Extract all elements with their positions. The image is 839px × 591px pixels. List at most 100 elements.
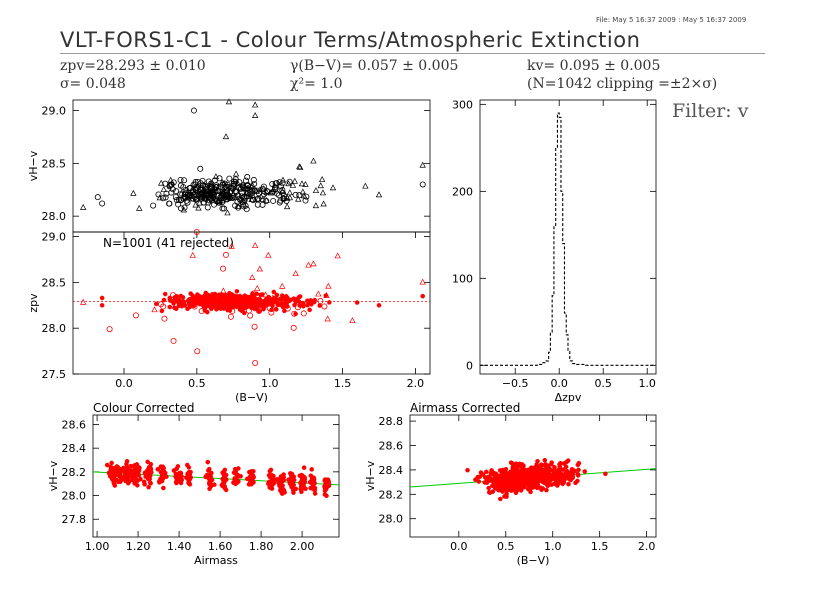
data-point <box>279 282 286 289</box>
data-point <box>184 199 191 206</box>
data-point <box>232 193 240 200</box>
data-point <box>80 298 87 305</box>
data-point <box>279 187 286 194</box>
x-tick-label: 2.0 <box>407 377 425 390</box>
data-point <box>268 309 275 316</box>
data-point <box>521 484 527 490</box>
data-point <box>209 294 216 301</box>
data-point <box>280 483 285 488</box>
data-point <box>260 185 267 192</box>
data-point <box>536 471 542 476</box>
data-point <box>375 191 383 198</box>
y-tick-label: 28.0 <box>42 210 67 223</box>
y-tick-label: 300 <box>452 98 473 111</box>
data-series <box>73 228 430 367</box>
data-point <box>491 483 497 489</box>
series-points <box>465 457 608 502</box>
data-point <box>542 457 548 463</box>
data-point <box>217 190 225 197</box>
data-point <box>273 180 280 187</box>
x-tick-label: 1.5 <box>334 377 352 390</box>
data-point <box>561 476 566 482</box>
plot-frame <box>72 231 431 375</box>
data-point <box>166 200 173 207</box>
data-point <box>117 467 123 472</box>
data-point <box>244 184 251 191</box>
data-point <box>219 197 226 204</box>
data-point <box>112 472 117 478</box>
data-point <box>506 487 512 493</box>
data-point <box>529 479 534 484</box>
data-point <box>324 315 331 322</box>
data-point <box>238 300 244 306</box>
data-point <box>216 303 222 309</box>
data-point <box>302 479 308 485</box>
data-point <box>539 487 544 493</box>
y-tick-label: 28.0 <box>379 513 404 526</box>
data-point <box>283 300 289 305</box>
data-point <box>155 466 161 472</box>
y-tick-label: 28.2 <box>62 466 87 479</box>
data-point <box>203 474 208 480</box>
data-point <box>209 478 214 483</box>
data-point <box>256 265 263 272</box>
data-point <box>222 467 228 473</box>
data-point <box>220 194 227 201</box>
data-point <box>220 483 225 489</box>
data-point <box>541 474 546 479</box>
data-point <box>492 473 497 478</box>
data-point <box>465 467 470 473</box>
y-tick-label: 28.2 <box>379 488 404 501</box>
data-point <box>220 179 228 186</box>
data-point <box>419 278 426 285</box>
plot-frame <box>92 414 340 538</box>
x-axis-label: Δzpv <box>555 391 582 404</box>
series-points <box>153 289 332 317</box>
data-point <box>231 302 238 309</box>
data-point <box>229 308 236 315</box>
data-point <box>296 163 303 170</box>
data-point <box>178 476 183 482</box>
data-point <box>199 295 204 300</box>
data-point <box>317 182 324 189</box>
data-point <box>132 463 137 468</box>
data-point <box>124 464 130 470</box>
data-point <box>245 307 252 314</box>
data-point <box>188 469 193 475</box>
data-point <box>298 180 306 187</box>
data-point <box>563 464 569 470</box>
x-tick-label: −0.5 <box>502 377 529 390</box>
data-point <box>295 195 302 202</box>
data-point <box>556 471 561 476</box>
data-point <box>557 467 563 472</box>
data-point <box>222 474 228 479</box>
data-point <box>309 467 314 472</box>
data-point <box>225 98 233 105</box>
data-point <box>151 306 158 313</box>
data-point <box>244 174 251 181</box>
data-point <box>112 468 117 474</box>
data-point <box>158 476 163 482</box>
y-tick-label: 0 <box>466 359 473 372</box>
data-point <box>281 487 287 493</box>
data-point <box>300 310 307 317</box>
data-point <box>319 189 327 196</box>
data-point <box>272 186 279 193</box>
data-point <box>194 348 201 355</box>
data-point <box>239 308 245 314</box>
data-point <box>513 490 519 496</box>
data-point <box>219 205 226 212</box>
data-point <box>182 187 189 194</box>
data-point <box>159 195 166 202</box>
data-point <box>226 175 233 182</box>
data-point <box>284 305 291 312</box>
data-point <box>195 204 202 211</box>
data-point <box>222 133 230 140</box>
data-point <box>530 484 536 489</box>
data-point <box>309 302 314 307</box>
data-point <box>305 261 312 268</box>
data-point <box>198 298 203 304</box>
data-point <box>234 289 240 294</box>
data-point <box>221 205 228 212</box>
